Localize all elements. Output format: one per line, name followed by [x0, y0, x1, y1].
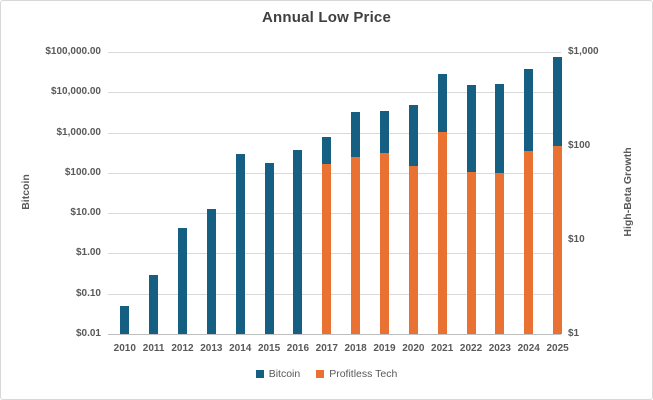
x-tick-label-2024: 2024	[517, 343, 540, 354]
legend-swatch-icon	[316, 370, 325, 378]
bar-profitless-tech-2021	[437, 132, 447, 334]
bar-profitless-tech-2017	[322, 163, 332, 334]
bar-profitless-tech-2023	[495, 173, 505, 334]
legend-label: Bitcoin	[268, 368, 301, 380]
y-tick-label-left: $0.10	[75, 287, 101, 299]
gridline	[108, 293, 561, 295]
bar-bitcoin-2012	[178, 228, 187, 334]
x-tick-label-2018: 2018	[344, 343, 367, 354]
bar-profitless-tech-2018	[351, 156, 361, 334]
bar-bitcoin-2014	[235, 153, 245, 334]
gridline	[108, 172, 561, 174]
bar-profitless-tech-2025	[553, 146, 563, 334]
bar-profitless-tech-2024	[524, 151, 534, 334]
x-tick-label-2013: 2013	[200, 343, 223, 354]
legend-item-bitcoin: Bitcoin	[255, 368, 301, 380]
y-tick-label-left: $10.00	[70, 207, 101, 219]
x-tick-label-2025: 2025	[546, 343, 569, 354]
y-tick-label-left: $10,000.00	[50, 86, 101, 98]
bar-bitcoin-2010	[120, 305, 130, 334]
bar-bitcoin-2015	[264, 162, 274, 334]
y-tick-label-left: $1,000.00	[56, 126, 102, 138]
bar-profitless-tech-2022	[466, 171, 476, 334]
bar-bitcoin-2013	[206, 208, 216, 334]
gridline	[108, 213, 561, 215]
bar-bitcoin-2016	[293, 150, 303, 334]
chart-title: Annual Low Price	[261, 9, 392, 26]
x-tick-label-2012: 2012	[171, 343, 194, 354]
x-tick-label-2023: 2023	[488, 343, 511, 354]
y-tick-label-right: $1,000	[568, 46, 599, 57]
legend-swatch-icon	[255, 370, 264, 378]
bar-profitless-tech-2019	[379, 153, 389, 334]
x-tick-label-2021: 2021	[431, 343, 454, 354]
x-tick-label-2022: 2022	[459, 343, 483, 354]
legend-item-profitless-tech: Profitless Tech	[316, 368, 397, 380]
legend: Bitcoin Profitless Tech	[1, 368, 652, 380]
left-axis-title: Bitcoin	[20, 174, 32, 210]
x-tick-label-2015: 2015	[257, 343, 281, 354]
legend-label: Profitless Tech	[329, 368, 398, 380]
gridline	[108, 253, 561, 255]
bar-profitless-tech-2020	[408, 166, 418, 334]
y-tick-label-right: $1	[568, 328, 580, 339]
x-tick-label-2019: 2019	[373, 343, 396, 354]
x-tick-label-2014: 2014	[229, 343, 252, 354]
x-tick-label-2011: 2011	[142, 343, 165, 354]
x-tick-label-2016: 2016	[286, 343, 310, 354]
y-tick-label-left: $100,000.00	[45, 46, 101, 57]
y-tick-label-right: $10	[568, 234, 585, 245]
right-axis-title: High-Beta Growth	[622, 147, 634, 237]
gridline	[108, 132, 561, 134]
y-tick-label-left: $100.00	[64, 166, 101, 178]
gridline	[108, 92, 561, 94]
x-tick-label-2010: 2010	[113, 343, 136, 354]
gridline	[108, 52, 561, 53]
y-tick-label-left: $1.00	[75, 247, 101, 259]
y-tick-label-left: $0.01	[75, 328, 101, 339]
x-tick-label-2017: 2017	[315, 343, 338, 354]
bar-bitcoin-2011	[149, 275, 159, 334]
x-tick-label-2020: 2020	[402, 343, 425, 354]
y-tick-label-right: $100	[568, 140, 591, 151]
x-axis-line	[108, 334, 561, 335]
